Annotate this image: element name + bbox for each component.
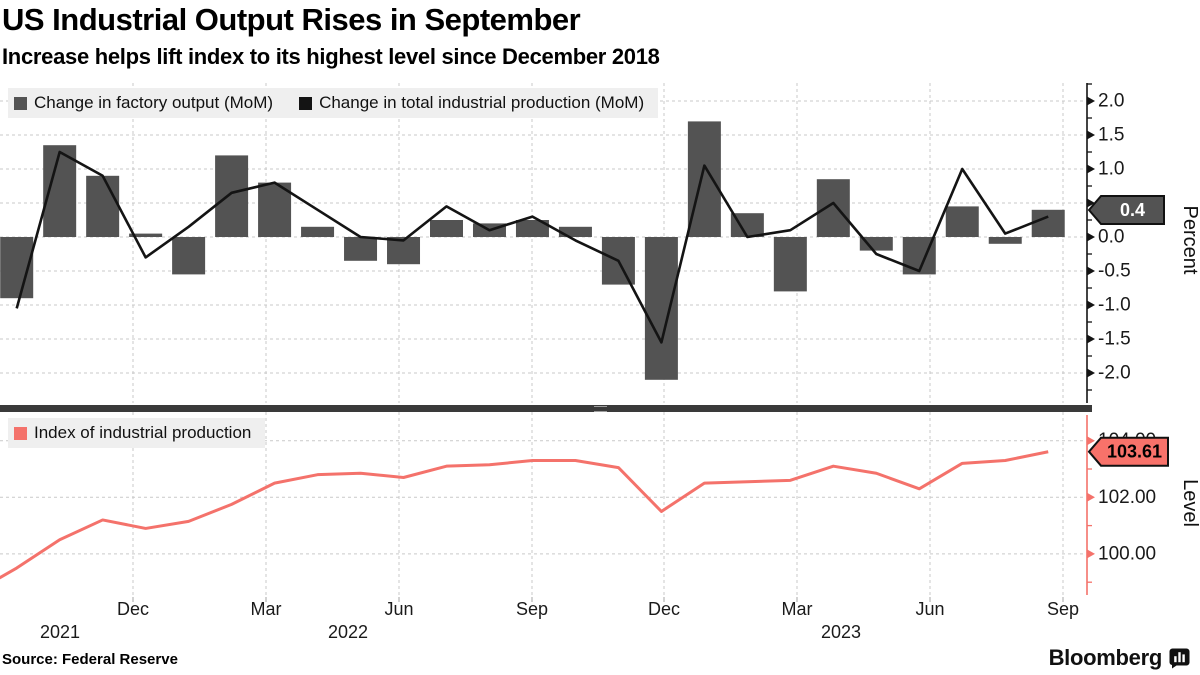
- x-tick-label-year: 2023: [806, 622, 876, 643]
- factory-output-bar: [301, 227, 334, 237]
- total-production-swatch-icon: [299, 97, 312, 110]
- x-tick-label-month: Sep: [1028, 599, 1098, 620]
- legend-label: Change in factory output (MoM): [34, 93, 273, 113]
- major-tick-arrow-icon: [1087, 335, 1095, 344]
- x-tick-label-month: Mar: [231, 599, 301, 620]
- major-tick-arrow-icon: [1087, 436, 1095, 445]
- x-tick-label-year: 2022: [313, 622, 383, 643]
- major-tick-arrow-icon: [1087, 165, 1095, 174]
- legend-entry-production-index: Index of industrial production: [14, 423, 251, 443]
- y-tick-label: 1.5: [1098, 125, 1124, 146]
- x-tick-label-month: Jun: [895, 599, 965, 620]
- y-tick-label: 1.0: [1098, 159, 1124, 180]
- legend-entry-total-production: Change in total industrial production (M…: [299, 93, 644, 113]
- last-value-badge-level-value: 103.61: [1107, 442, 1162, 462]
- major-tick-arrow-icon: [1087, 369, 1095, 378]
- major-tick-arrow-icon: [1087, 493, 1095, 502]
- bottom-chart-legend: Index of industrial production: [8, 418, 265, 448]
- bloomberg-chart-page: US Industrial Output Rises in September …: [0, 0, 1200, 675]
- factory-output-bar: [215, 155, 248, 237]
- x-tick-label-month: Jun: [364, 599, 434, 620]
- factory-output-bar: [817, 179, 850, 237]
- major-tick-arrow-icon: [1087, 301, 1095, 310]
- panel-resize-divider[interactable]: [0, 405, 1092, 412]
- legend-label: Index of industrial production: [34, 423, 251, 443]
- major-tick-arrow-icon: [1087, 97, 1095, 106]
- y-tick-label: 2.0: [1098, 91, 1124, 112]
- x-tick-label-month: Dec: [629, 599, 699, 620]
- x-tick-label-month: Sep: [497, 599, 567, 620]
- factory-output-bar: [688, 121, 721, 237]
- x-tick-label-year: 2021: [25, 622, 95, 643]
- major-tick-arrow-icon: [1087, 131, 1095, 140]
- factory-output-bar: [774, 237, 807, 291]
- major-tick-arrow-icon: [1087, 267, 1095, 276]
- factory-output-bar: [1032, 210, 1065, 237]
- factory-output-bar: [645, 237, 678, 380]
- bloomberg-logo-icon: [1169, 648, 1190, 669]
- factory-output-bar: [989, 237, 1022, 244]
- factory-output-swatch-icon: [14, 97, 27, 110]
- y-tick-label: -2.0: [1098, 363, 1131, 384]
- major-tick-arrow-icon: [1087, 549, 1095, 558]
- y-tick-label: 102.00: [1098, 487, 1156, 508]
- legend-entry-factory-output: Change in factory output (MoM): [14, 93, 273, 113]
- percent-axis-title: Percent: [1179, 206, 1200, 275]
- factory-output-bar: [430, 220, 463, 237]
- major-tick-arrow-icon: [1087, 233, 1095, 242]
- factory-output-bar: [86, 176, 119, 237]
- factory-output-bar: [344, 237, 377, 261]
- x-tick-label-month: Mar: [762, 599, 832, 620]
- source-note: Source: Federal Reserve: [2, 651, 178, 668]
- factory-output-bar: [946, 206, 979, 237]
- legend-label: Change in total industrial production (M…: [319, 93, 644, 113]
- bloomberg-brand: Bloomberg: [1049, 645, 1190, 671]
- level-axis-title: Level: [1179, 479, 1200, 527]
- production-index-line: [0, 452, 1048, 595]
- y-tick-label: 100.00: [1098, 543, 1156, 564]
- x-tick-label-month: Dec: [98, 599, 168, 620]
- bloomberg-wordmark: Bloomberg: [1049, 645, 1162, 671]
- y-tick-label: -0.5: [1098, 261, 1131, 282]
- last-value-badge-percent-value: 0.4: [1120, 200, 1145, 220]
- y-tick-label: -1.5: [1098, 329, 1131, 350]
- divider-grip-icon[interactable]: [594, 406, 607, 412]
- factory-output-bar: [172, 237, 205, 274]
- production-index-swatch-icon: [14, 427, 27, 440]
- top-chart-legend: Change in factory output (MoM) Change in…: [8, 88, 658, 118]
- y-tick-label: -1.0: [1098, 295, 1131, 316]
- y-tick-label: 0.0: [1098, 227, 1124, 248]
